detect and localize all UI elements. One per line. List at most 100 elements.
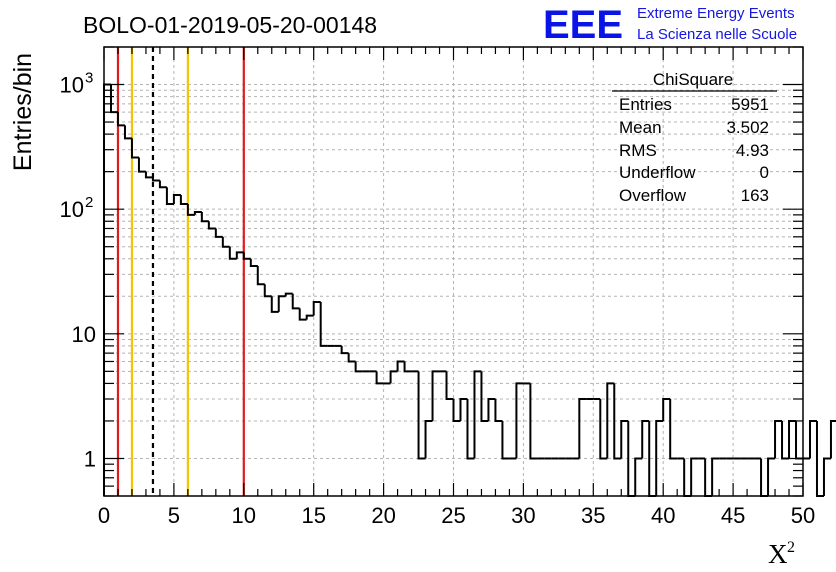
x-tick-label: 35	[581, 503, 605, 528]
stats-label-overflow: Overflow	[619, 186, 687, 205]
histogram-bin	[822, 457, 831, 496]
histogram-bin	[347, 353, 356, 363]
histogram-bin	[690, 457, 699, 496]
stats-box-title: ChiSquare	[653, 70, 733, 89]
histogram-bin	[815, 420, 824, 497]
histogram-bin	[137, 157, 146, 173]
histogram-bin	[249, 258, 258, 268]
x-tick-label: 45	[721, 503, 745, 528]
histogram-bin	[235, 251, 244, 259]
histogram-bin	[613, 383, 622, 460]
axes	[103, 46, 804, 497]
histogram-bin	[808, 419, 817, 459]
histogram-bin	[829, 419, 836, 459]
histogram-bin	[263, 284, 272, 298]
histogram-bin	[501, 420, 510, 460]
y-tick-label-exponent: 3	[85, 70, 93, 87]
histogram-bin	[431, 370, 440, 421]
eee-logo: EEE Extreme Energy Events La Scienza nel…	[543, 3, 797, 47]
eee-logo-mark: EEE	[543, 3, 623, 47]
histogram-bin	[298, 308, 307, 321]
histogram-bin	[403, 361, 412, 373]
histogram-bin	[781, 420, 790, 460]
histogram-bin	[473, 370, 482, 459]
histogram-bin	[424, 419, 433, 459]
histogram-bin	[620, 419, 629, 459]
stats-label-underflow: Underflow	[619, 163, 696, 182]
histogram-bin	[284, 292, 293, 297]
histogram-bin	[375, 371, 384, 385]
histogram-bin	[704, 458, 713, 497]
stats-value-rms: 4.93	[736, 141, 769, 160]
histogram-bin	[340, 345, 349, 355]
histogram-bin	[270, 296, 279, 313]
stats-value-mean: 3.502	[726, 118, 769, 137]
histogram-bin	[200, 211, 209, 223]
stats-label-entries: Entries	[619, 95, 672, 114]
histogram-bin	[305, 314, 314, 320]
x-tick-label: 50	[791, 503, 815, 528]
histogram-bin	[788, 419, 797, 459]
x-axis-label: X 2	[768, 539, 795, 569]
histogram-bin	[662, 398, 671, 421]
stats-box: ChiSquare Entries 5951 Mean 3.502 RMS 4.…	[612, 70, 777, 205]
histogram-bin	[487, 398, 496, 421]
y-tick-label-base: 10	[60, 197, 84, 222]
x-axis-label-exponent: 2	[787, 539, 795, 556]
histogram-bin	[277, 295, 286, 312]
histogram-bin	[529, 383, 538, 460]
histogram-bin	[214, 228, 223, 238]
histogram-bin	[291, 293, 300, 310]
x-tick-label: 40	[651, 503, 675, 528]
y-tick-label: 10	[72, 322, 96, 347]
x-tick-label: 0	[98, 503, 110, 528]
x-tick-label: 10	[232, 503, 256, 528]
stats-value-underflow: 0	[760, 163, 769, 182]
eee-logo-line1: Extreme Energy Events	[637, 5, 795, 22]
histogram-bin	[172, 193, 181, 205]
y-tick-label-exponent: 2	[85, 194, 93, 211]
histogram-bin	[683, 458, 692, 497]
histogram-bin	[144, 171, 153, 179]
histogram-bin	[242, 252, 251, 260]
reference-lines	[116, 47, 245, 496]
histogram-bin	[452, 399, 461, 422]
histogram-bin	[207, 221, 216, 230]
histogram-bin	[641, 419, 650, 459]
histogram-bin	[123, 125, 132, 140]
chart-title: BOLO-01-2019-05-20-00148	[83, 12, 377, 38]
histogram-bin	[396, 360, 405, 372]
histogram-bin	[130, 138, 139, 159]
histogram-bin	[312, 301, 321, 316]
x-tick-label: 25	[441, 503, 465, 528]
stats-value-overflow: 163	[741, 186, 769, 205]
y-tick-label: 1	[84, 446, 96, 471]
histogram-bin	[256, 266, 265, 286]
histogram-bin	[158, 180, 167, 189]
histogram-bin	[319, 302, 328, 347]
histogram-bin	[151, 177, 160, 182]
histogram-bin	[480, 371, 489, 422]
x-axis-label-base: X	[768, 539, 788, 569]
histogram-bin	[221, 236, 230, 248]
histogram-bin	[186, 204, 195, 216]
eee-logo-line2: La Scienza nelle Scuole	[637, 26, 797, 43]
histogram-bin	[228, 246, 237, 260]
histogram-bin	[634, 457, 643, 496]
histogram-bin	[795, 420, 803, 460]
histogram-bin	[767, 457, 776, 496]
histogram-bin	[193, 210, 202, 215]
histogram-bin	[103, 83, 111, 496]
stats-value-entries: 5951	[731, 95, 769, 114]
histogram-bin	[389, 370, 398, 384]
y-tick-label-base: 10	[60, 73, 84, 98]
histogram-bin	[417, 371, 426, 460]
x-tick-label: 30	[511, 503, 535, 528]
histogram-bars	[103, 83, 836, 497]
histogram-bin	[599, 399, 608, 460]
x-tick-label: 15	[301, 503, 325, 528]
stats-label-rms: RMS	[619, 141, 657, 160]
histogram-bin	[760, 458, 769, 497]
